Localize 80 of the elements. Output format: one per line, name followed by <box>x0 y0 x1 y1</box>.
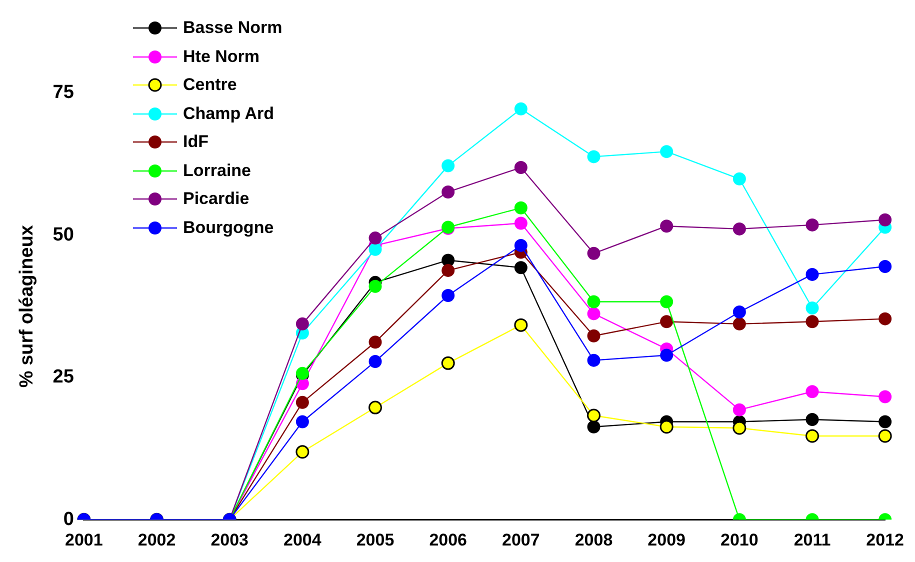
point <box>368 242 382 256</box>
y-axis-title: % surf oléagineux <box>16 224 38 388</box>
legend-label: Centre <box>183 75 237 96</box>
point <box>732 305 746 318</box>
point <box>878 213 892 226</box>
x-tick-label: 2006 <box>429 530 468 550</box>
point <box>442 185 455 198</box>
point <box>514 201 528 214</box>
point <box>660 295 674 308</box>
x-tick-label: 2007 <box>502 530 540 550</box>
point <box>587 246 600 260</box>
legend-label: Lorraine <box>183 160 252 181</box>
x-tick-label: 2003 <box>210 530 249 550</box>
point <box>368 400 382 414</box>
point <box>514 318 528 332</box>
x-tick-label: 2011 <box>794 530 831 550</box>
point <box>732 222 746 236</box>
point <box>296 317 309 330</box>
point <box>806 429 820 443</box>
point <box>441 356 455 370</box>
x-tick-label: 2008 <box>574 530 613 550</box>
point <box>732 421 746 435</box>
point <box>296 396 309 409</box>
point <box>514 261 528 274</box>
legend-label: Bourgogne <box>183 218 274 238</box>
point <box>514 102 528 116</box>
point <box>660 220 674 233</box>
point <box>732 403 746 416</box>
legend-label: Basse Norm <box>183 18 282 38</box>
point <box>587 329 600 342</box>
legend-label: Picardie <box>183 189 250 210</box>
legend-label: Hte Norm <box>183 46 260 67</box>
point <box>806 268 819 281</box>
point <box>368 232 382 245</box>
point <box>878 312 892 326</box>
point <box>587 295 600 308</box>
y-tick-label: 0 <box>63 508 74 530</box>
x-tick-label: 2002 <box>138 530 176 550</box>
point <box>878 260 892 273</box>
point <box>514 216 528 230</box>
point <box>587 408 601 422</box>
point <box>660 420 674 434</box>
point <box>878 429 892 443</box>
point <box>806 315 819 328</box>
point <box>296 415 309 428</box>
point <box>806 302 819 315</box>
y-tick-label: 75 <box>52 82 74 104</box>
point <box>442 288 455 302</box>
x-tick-label: 2005 <box>356 530 394 550</box>
y-tick-label: 25 <box>52 366 74 388</box>
point <box>806 218 819 232</box>
x-tick-label: 2012 <box>866 530 904 550</box>
x-tick-label: 2009 <box>648 530 686 550</box>
point <box>660 315 674 328</box>
point <box>442 264 455 277</box>
point <box>368 354 382 368</box>
point <box>806 385 819 398</box>
point <box>296 445 310 459</box>
point <box>368 336 382 349</box>
point <box>660 348 674 362</box>
point <box>587 420 600 434</box>
x-tick-label: 2004 <box>284 530 322 550</box>
point <box>514 161 528 174</box>
legend-label: Champ Ard <box>183 104 274 124</box>
x-tick-label: 2010 <box>720 530 758 550</box>
point <box>514 238 528 252</box>
y-tick-label: 50 <box>52 224 74 246</box>
legend-label: IdF <box>183 132 208 152</box>
point <box>732 172 746 186</box>
point <box>368 280 382 293</box>
point <box>587 150 600 164</box>
point <box>587 307 600 320</box>
point <box>878 390 892 404</box>
point <box>442 159 455 172</box>
point <box>660 145 674 158</box>
point <box>806 412 819 426</box>
point <box>732 317 746 330</box>
x-tick-label: 2001 <box>65 530 103 550</box>
point <box>587 354 600 367</box>
point <box>878 415 892 428</box>
